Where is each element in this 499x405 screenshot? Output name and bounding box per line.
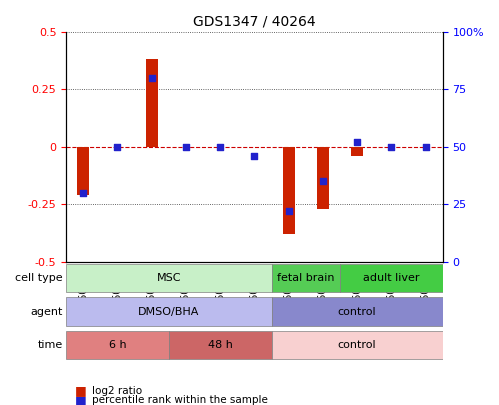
Bar: [282, 147, 294, 234]
Bar: [351, 147, 363, 156]
Bar: [317, 147, 329, 209]
Bar: [271, 331, 443, 359]
Point: [79, 190, 87, 196]
Point: [148, 75, 156, 81]
Bar: [169, 331, 271, 359]
Bar: [340, 264, 443, 292]
Text: DMSO/BHA: DMSO/BHA: [138, 307, 200, 317]
Text: control: control: [338, 307, 376, 317]
Point: [319, 178, 327, 184]
Text: percentile rank within the sample: percentile rank within the sample: [92, 395, 268, 405]
Text: adult liver: adult liver: [363, 273, 420, 283]
Text: cell type: cell type: [15, 273, 63, 283]
Text: 48 h: 48 h: [208, 340, 233, 350]
Text: ■: ■: [75, 384, 87, 397]
Text: log2 ratio: log2 ratio: [92, 386, 142, 396]
Bar: [271, 297, 443, 326]
Title: GDS1347 / 40264: GDS1347 / 40264: [193, 15, 316, 29]
Bar: [271, 264, 340, 292]
Point: [182, 143, 190, 150]
Point: [353, 139, 361, 145]
Text: ■: ■: [75, 394, 87, 405]
Text: time: time: [37, 340, 63, 350]
Bar: [77, 147, 89, 195]
Point: [250, 153, 258, 159]
Bar: [66, 331, 169, 359]
Bar: [66, 264, 271, 292]
Text: agent: agent: [30, 307, 63, 317]
Point: [284, 208, 292, 214]
Point: [113, 143, 121, 150]
Bar: [66, 297, 271, 326]
Point: [216, 143, 224, 150]
Point: [422, 143, 430, 150]
Point: [387, 143, 395, 150]
Text: MSC: MSC: [157, 273, 181, 283]
Text: fetal brain: fetal brain: [277, 273, 334, 283]
Text: 6 h: 6 h: [109, 340, 126, 350]
Bar: [146, 59, 158, 147]
Text: control: control: [338, 340, 376, 350]
